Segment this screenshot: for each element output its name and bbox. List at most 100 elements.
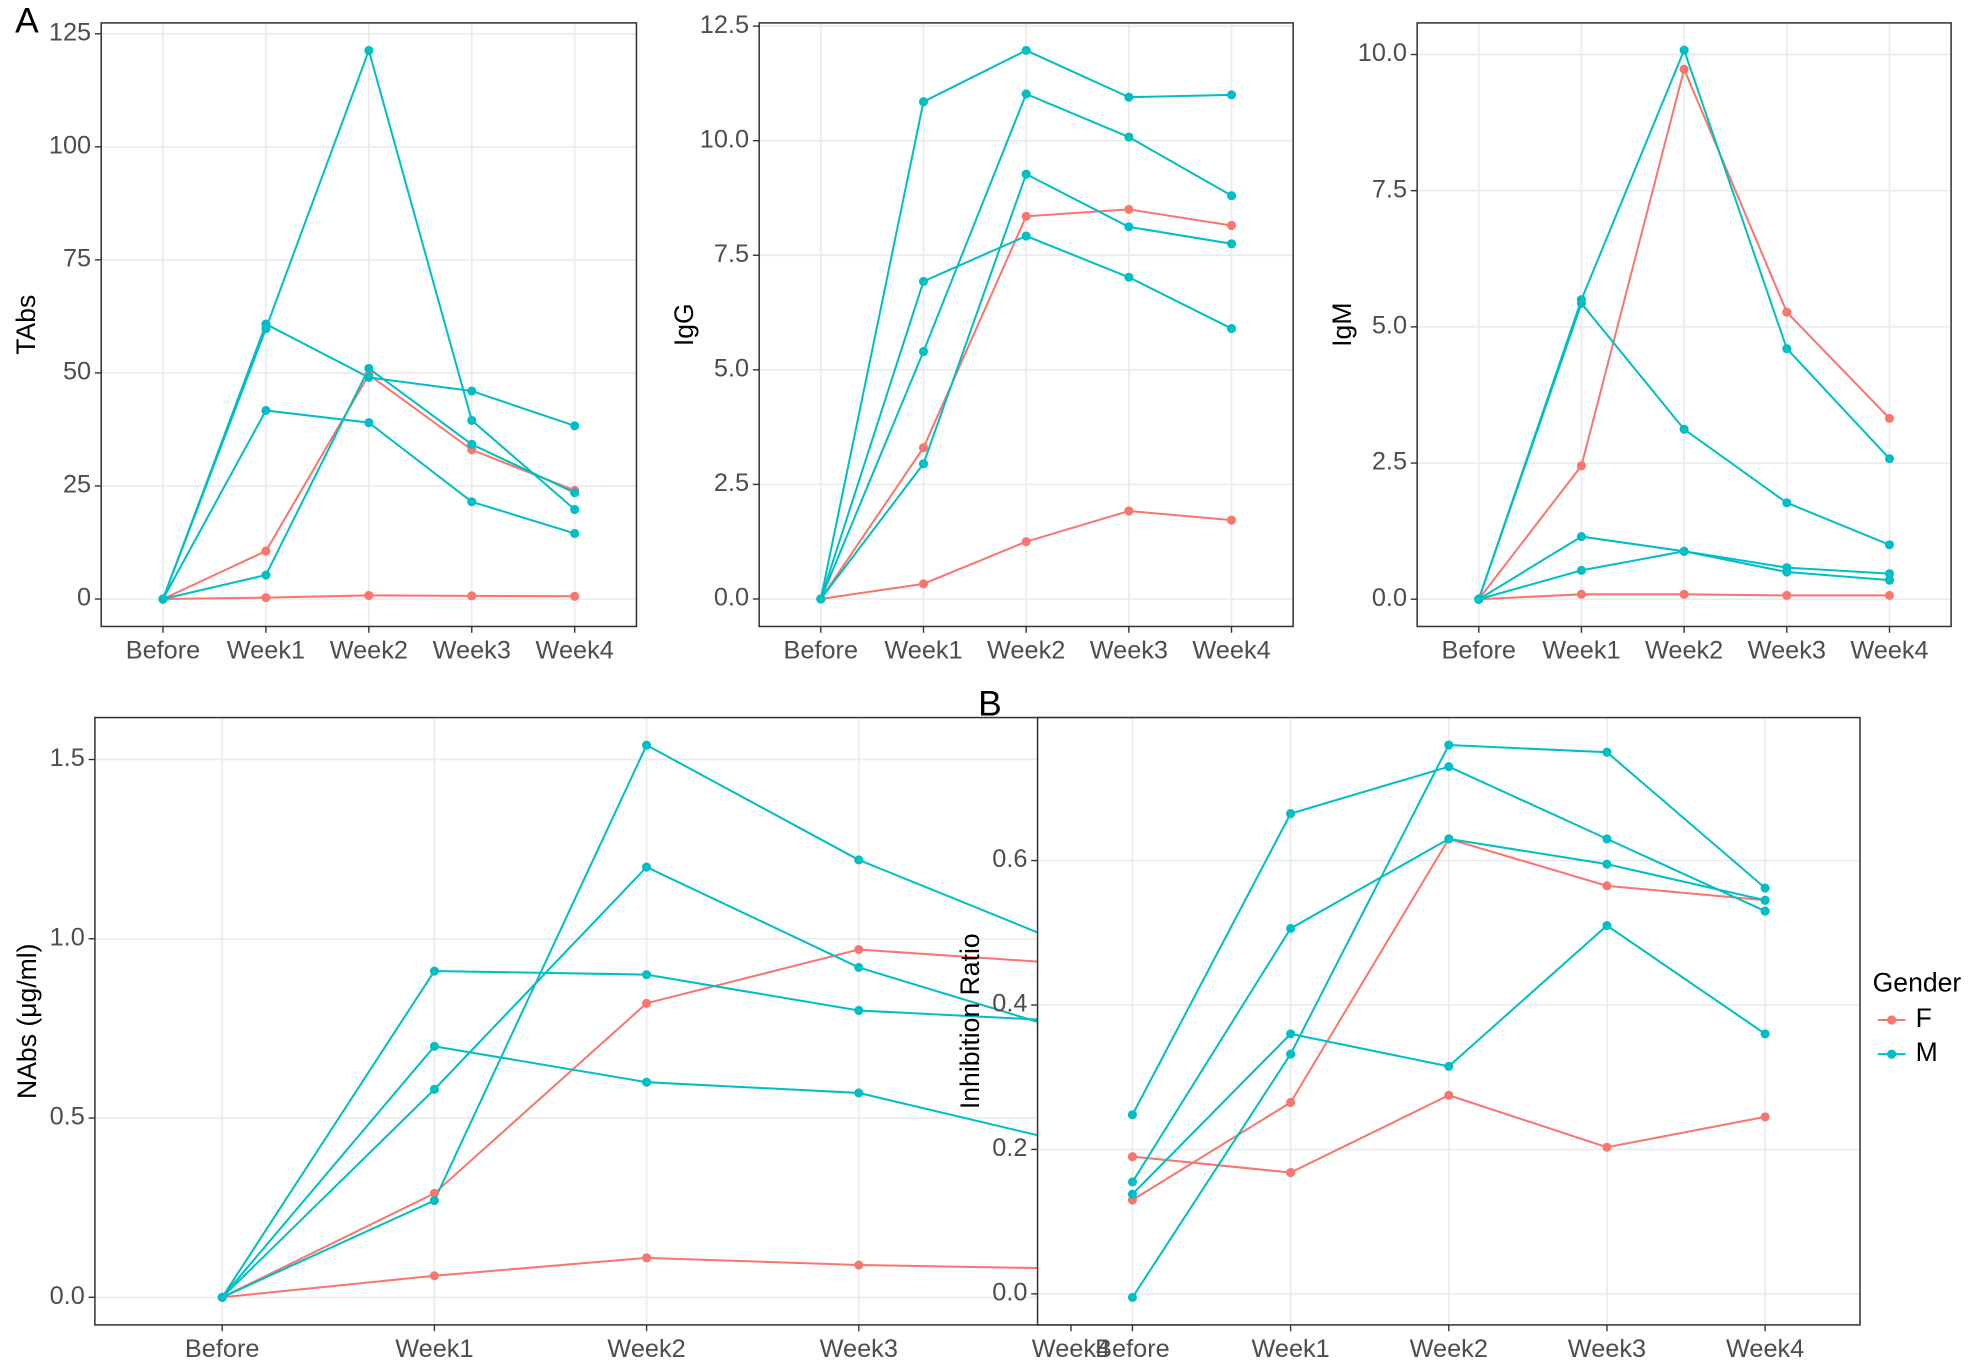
y-tick-label: 0.0 xyxy=(714,584,749,612)
x-tick-label: Before xyxy=(1441,636,1516,664)
y-tick-label: 7.5 xyxy=(1372,175,1407,203)
data-point xyxy=(1884,569,1895,579)
data-point xyxy=(364,590,374,600)
y-tick-label: 0.0 xyxy=(992,1279,1027,1307)
data-point xyxy=(1124,132,1134,142)
y-axis-title: IgG xyxy=(669,303,699,346)
data-point xyxy=(467,415,477,425)
y-tick-label: 5.0 xyxy=(1372,312,1407,340)
data-point xyxy=(1884,413,1895,423)
data-point xyxy=(1782,498,1792,508)
y-tick-label: 10.0 xyxy=(700,125,749,153)
data-point xyxy=(1782,563,1792,573)
y-tick-label: 1.0 xyxy=(50,923,85,951)
x-tick-label: Week2 xyxy=(330,636,408,664)
data-point xyxy=(1444,740,1454,750)
data-point xyxy=(1576,532,1586,542)
data-point xyxy=(1124,204,1134,214)
data-point xyxy=(1760,906,1770,916)
y-tick-label: 0.5 xyxy=(50,1103,85,1131)
data-point xyxy=(642,740,652,750)
y-tick-label: 2.5 xyxy=(714,469,749,497)
data-point xyxy=(1021,45,1031,55)
data-point xyxy=(1602,1142,1612,1152)
panel-label: B xyxy=(978,684,1002,724)
y-tick-label: 0.2 xyxy=(992,1134,1027,1162)
data-point xyxy=(364,363,374,373)
plot-border xyxy=(758,22,1294,628)
x-tick-label: Week2 xyxy=(607,1335,685,1363)
data-point xyxy=(1679,64,1689,74)
data-point xyxy=(1021,169,1031,179)
panel-label: A xyxy=(15,0,39,40)
x-tick-label: Week2 xyxy=(987,636,1065,664)
y-tick-label: 75 xyxy=(63,245,91,273)
data-point xyxy=(1226,239,1237,249)
data-point xyxy=(467,439,477,449)
data-point xyxy=(1602,834,1612,844)
data-point xyxy=(429,1271,439,1281)
data-point xyxy=(1124,506,1134,516)
data-point xyxy=(1760,1112,1770,1122)
data-point xyxy=(1286,1167,1296,1178)
data-point xyxy=(816,594,826,604)
x-tick-label: Week2 xyxy=(1410,1335,1488,1363)
x-tick-label: Week3 xyxy=(1568,1335,1646,1363)
data-point xyxy=(918,443,929,453)
data-point xyxy=(1444,762,1454,772)
data-point xyxy=(1124,92,1134,102)
plot-border xyxy=(1036,716,1861,1326)
data-point xyxy=(1884,540,1895,550)
data-point xyxy=(918,579,929,589)
x-tick-label: Week3 xyxy=(820,1335,898,1363)
data-point xyxy=(1760,883,1770,893)
data-point xyxy=(1286,1029,1296,1039)
x-tick-label: Week1 xyxy=(227,636,305,664)
data-point xyxy=(570,504,580,515)
data-point xyxy=(1602,881,1612,891)
data-point xyxy=(1760,1029,1770,1039)
data-point xyxy=(429,1084,439,1094)
data-point xyxy=(1127,1152,1138,1162)
data-point xyxy=(854,1005,864,1016)
data-point xyxy=(1444,1061,1454,1071)
data-point xyxy=(467,591,477,601)
data-point xyxy=(467,497,477,507)
y-axis-title: NAbs (μg/ml) xyxy=(12,943,42,1099)
data-point xyxy=(1444,834,1454,844)
data-point xyxy=(158,594,168,604)
data-point xyxy=(1226,324,1237,334)
y-axis-title: IgM xyxy=(1327,303,1357,347)
data-point xyxy=(1679,45,1689,55)
data-point xyxy=(429,966,439,976)
y-tick-label: 2.5 xyxy=(1372,448,1407,476)
legend-label: F xyxy=(1916,1003,1932,1033)
data-point xyxy=(854,855,864,865)
data-point xyxy=(1127,1292,1138,1303)
data-point xyxy=(570,591,580,601)
data-point xyxy=(1679,589,1689,599)
legend-label: M xyxy=(1916,1037,1938,1067)
data-point xyxy=(1127,1189,1138,1199)
data-point xyxy=(1021,537,1031,547)
data-point xyxy=(1021,89,1031,99)
data-point xyxy=(1127,1110,1138,1120)
data-point xyxy=(1760,895,1770,905)
data-point xyxy=(1124,272,1134,282)
data-point xyxy=(1286,923,1296,933)
data-point xyxy=(261,319,271,329)
data-point xyxy=(1782,344,1792,354)
data-point xyxy=(854,944,864,955)
data-point xyxy=(1679,546,1689,556)
data-point xyxy=(1021,211,1031,221)
data-point xyxy=(261,570,271,580)
y-tick-label: 0 xyxy=(77,584,91,612)
data-point xyxy=(642,998,652,1008)
data-point xyxy=(1226,515,1237,525)
data-point xyxy=(918,276,929,286)
x-tick-label: Week4 xyxy=(1726,1335,1804,1363)
legend-swatch-point xyxy=(1887,1015,1897,1025)
x-tick-label: Week3 xyxy=(1090,636,1168,664)
data-point xyxy=(1124,222,1134,232)
x-tick-label: Week1 xyxy=(1251,1335,1329,1363)
